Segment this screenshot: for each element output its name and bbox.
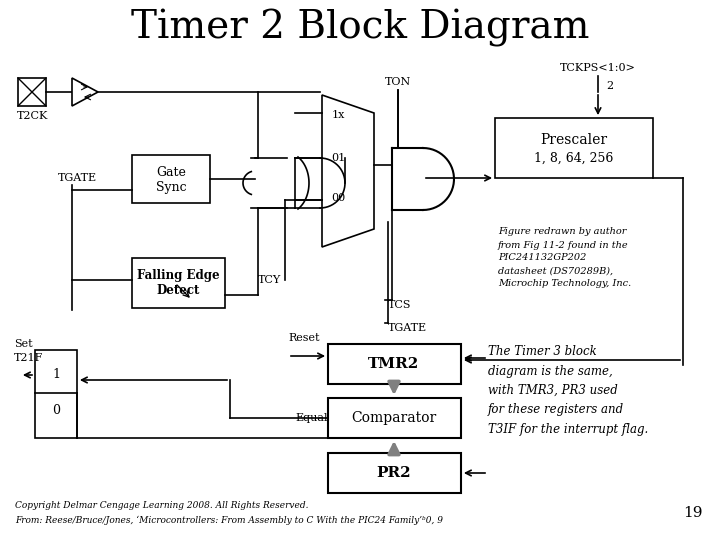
Text: 19: 19 [683, 506, 703, 520]
Text: from Fig 11-2 found in the: from Fig 11-2 found in the [498, 240, 629, 249]
Polygon shape [322, 95, 374, 247]
Text: 1, 8, 64, 256: 1, 8, 64, 256 [534, 152, 613, 165]
Text: TON: TON [385, 77, 411, 87]
Text: The Timer 3 block
diagram is the same,
with TMR3, PR3 used
for these registers a: The Timer 3 block diagram is the same, w… [488, 345, 648, 436]
Text: Reset: Reset [288, 333, 320, 343]
Bar [35, 350, 77, 438]
Text: Timer 2 Block Diagram: Timer 2 Block Diagram [131, 9, 589, 47]
Text: 1x: 1x [331, 110, 345, 120]
Bar [328, 398, 461, 438]
Text: TCS: TCS [388, 300, 412, 310]
Text: Detect: Detect [156, 284, 199, 296]
Text: datasheet (DS70289B),: datasheet (DS70289B), [498, 267, 613, 275]
Bar [328, 344, 461, 384]
Text: PIC241132GP202: PIC241132GP202 [498, 253, 586, 262]
Text: 0: 0 [52, 403, 60, 416]
Text: TGATE: TGATE [58, 173, 97, 183]
Text: Comparator: Comparator [351, 411, 436, 425]
Text: Prescaler: Prescaler [541, 133, 608, 147]
Text: From: Reese/Bruce/Jones, ‘Microcontrollers: From Assembly to C With the PIC24 Fa: From: Reese/Bruce/Jones, ‘Microcontrolle… [15, 515, 443, 525]
Bar [495, 118, 653, 178]
Text: PR2: PR2 [377, 466, 411, 480]
Bar [18, 78, 46, 106]
Text: TCY: TCY [258, 275, 282, 285]
Text: T21F: T21F [14, 353, 43, 363]
Bar [132, 155, 210, 203]
Text: TMR2: TMR2 [369, 357, 420, 371]
Bar [328, 453, 461, 493]
Bar [132, 258, 225, 308]
Text: Set: Set [14, 339, 32, 349]
Text: Sync: Sync [156, 180, 186, 193]
Text: 00: 00 [331, 193, 345, 203]
Text: TGATE: TGATE [388, 323, 427, 333]
Polygon shape [72, 78, 98, 106]
Text: 1: 1 [52, 368, 60, 381]
Text: T2CK: T2CK [17, 111, 49, 121]
Text: Copyright Delmar Cengage Learning 2008. All Rights Reserved.: Copyright Delmar Cengage Learning 2008. … [15, 502, 308, 510]
Text: Falling Edge: Falling Edge [137, 268, 220, 281]
Text: Microchip Technology, Inc.: Microchip Technology, Inc. [498, 280, 631, 288]
Text: TCKPS<1:0>: TCKPS<1:0> [560, 63, 636, 73]
Text: 01: 01 [331, 153, 345, 163]
Text: Equal: Equal [295, 413, 328, 423]
Text: 2: 2 [606, 81, 613, 91]
Text: Gate: Gate [156, 165, 186, 179]
Text: Figure redrawn by author: Figure redrawn by author [498, 227, 626, 237]
